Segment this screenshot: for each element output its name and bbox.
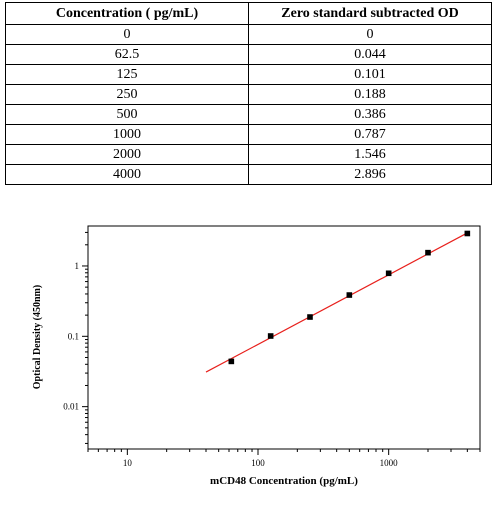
x-tick-label: 100	[251, 458, 265, 468]
x-tick-label: 10	[123, 458, 133, 468]
data-point	[346, 292, 353, 298]
data-point	[425, 249, 431, 256]
data-point	[228, 358, 235, 365]
x-axis-label: mCD48 Concentration (pg/mL)	[210, 475, 358, 487]
fit-line	[205, 232, 468, 373]
plot-frame	[87, 225, 481, 450]
x-tick-label: 1000	[380, 458, 399, 468]
table-row: 250 0.188	[5, 84, 492, 105]
data-point	[464, 230, 471, 237]
data-point	[307, 314, 313, 320]
standard-table: Concentration ( pg/mL) Zero standard sub…	[5, 2, 492, 185]
data-point	[267, 333, 274, 339]
y-tick-label: 1	[75, 261, 80, 271]
y-tick-label: 0.01	[63, 402, 79, 412]
y-axis-label: Optical Density (450nm)	[32, 285, 43, 389]
data-point	[385, 270, 392, 277]
table-row: 4000 2.896	[5, 164, 492, 185]
table-cell: 2.896	[248, 164, 492, 185]
y-tick-label: 0.1	[68, 331, 79, 341]
table-row: 1000 0.787	[5, 124, 492, 145]
